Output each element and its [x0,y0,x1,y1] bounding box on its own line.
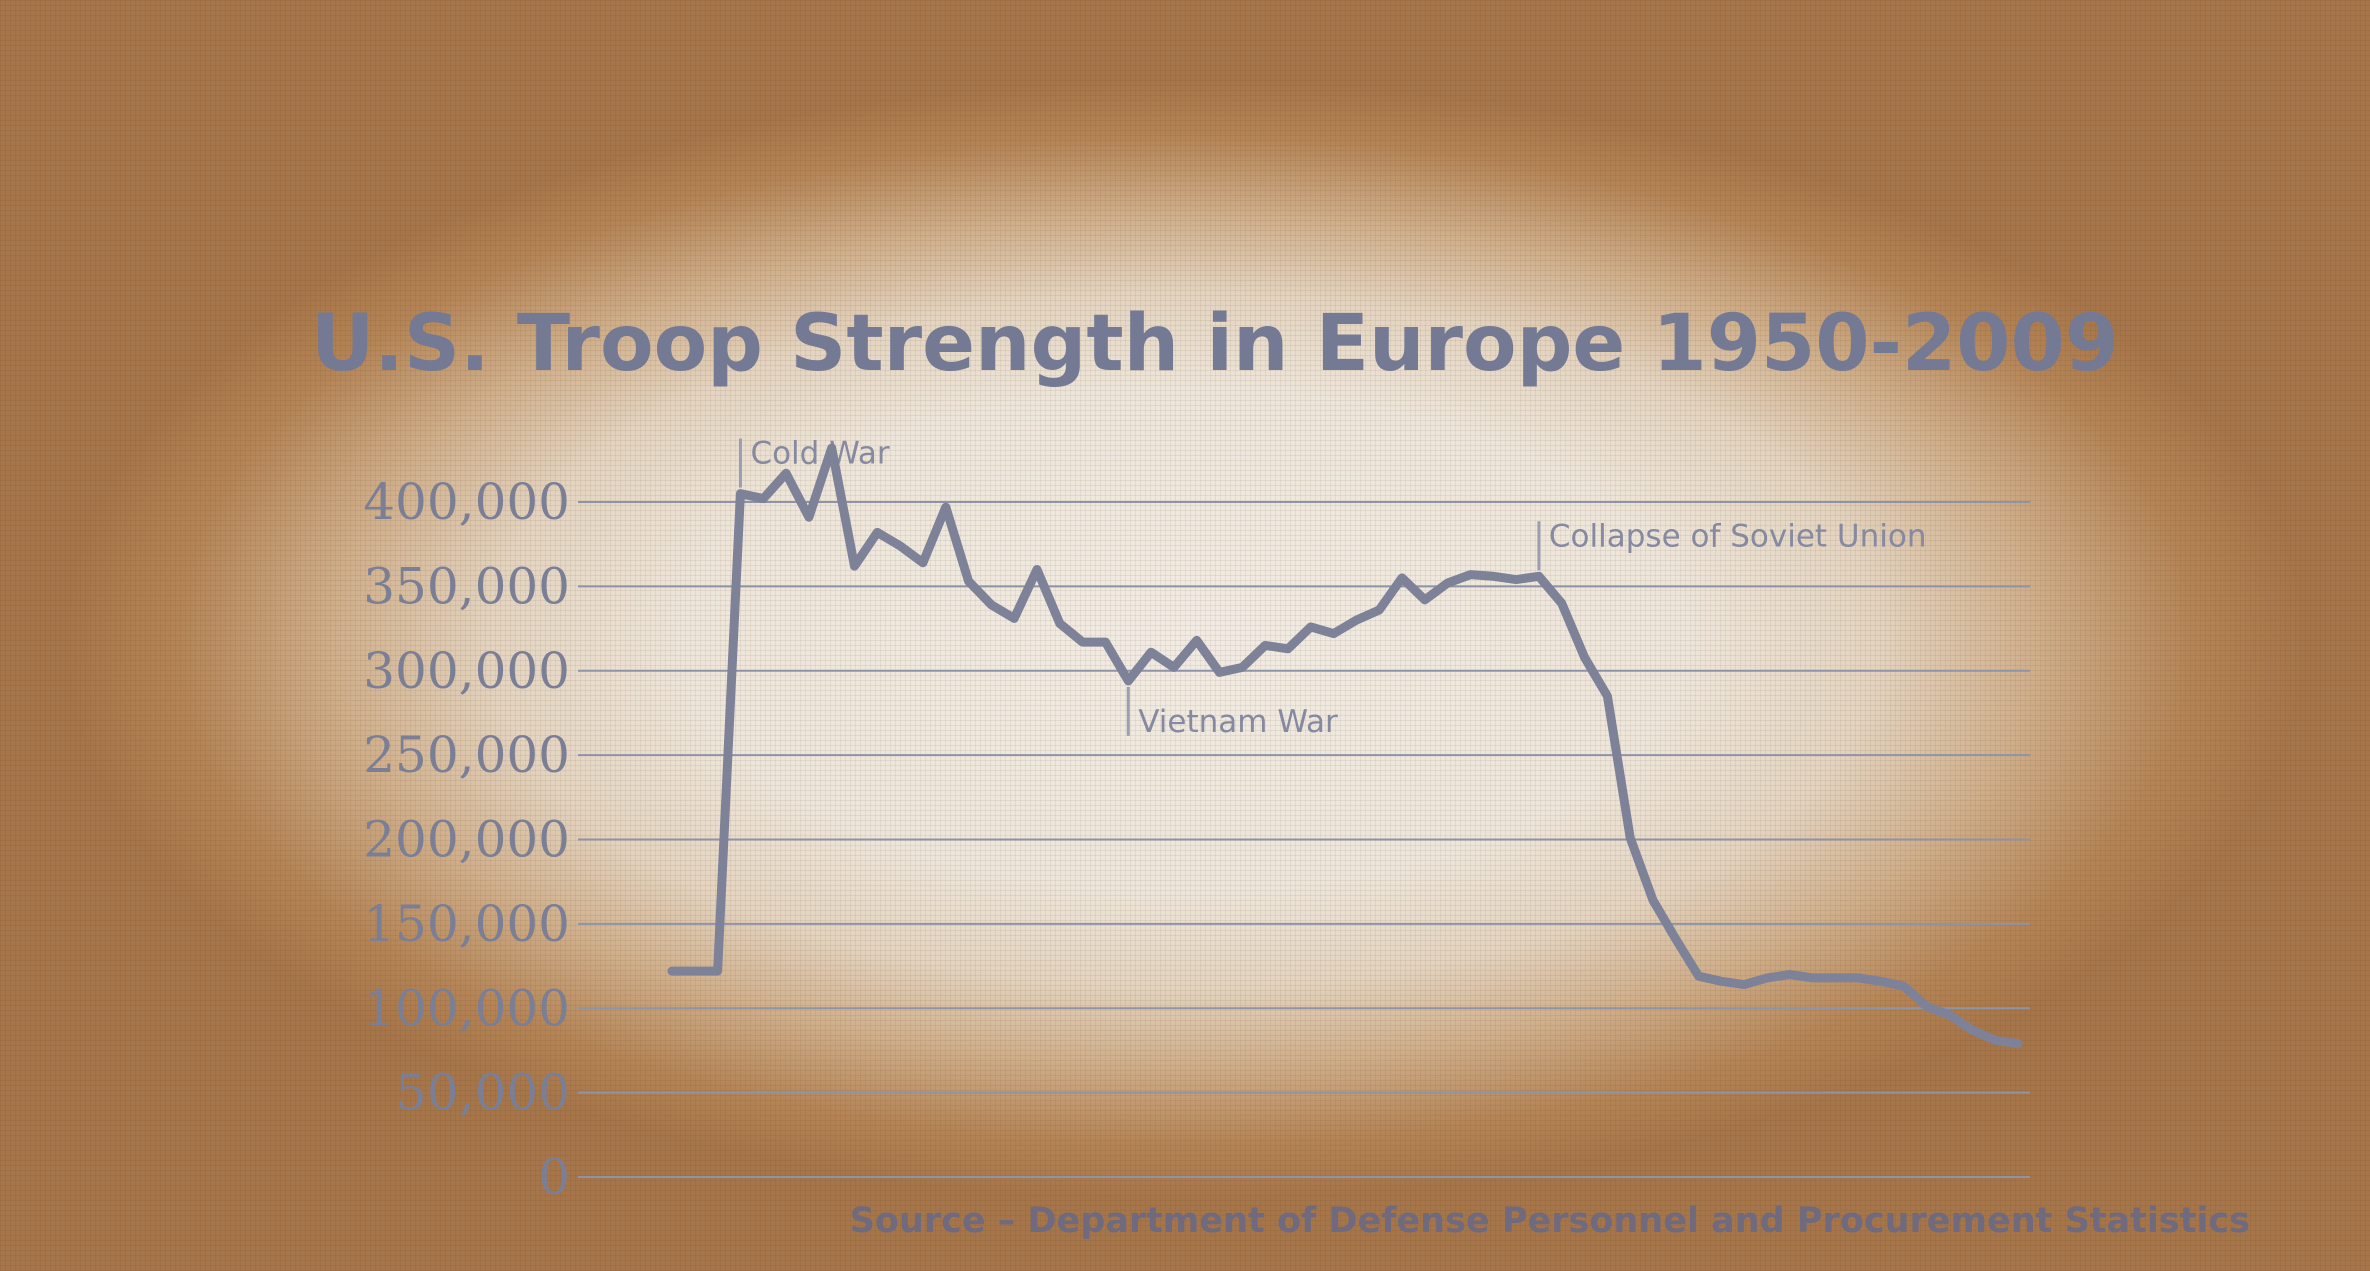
annotation-label: Cold War [750,436,889,472]
y-tick-label: 350,000 [363,557,570,615]
annotations: Cold War Vietnam War Collapse of Soviet Un… [738,436,1927,740]
y-tick-label: 300,000 [363,642,570,700]
chart-title: U.S. Troop Strength in Europe 1950-2009 [311,299,2119,389]
y-tick-label: 0 [538,1148,570,1206]
y-tick-label: 200,000 [363,811,570,869]
y-tick-label: 250,000 [363,726,570,784]
source-note: Source – Department of Defense Personnel… [850,1201,2250,1241]
y-tick-label: 100,000 [363,979,570,1037]
gridlines [578,501,2030,1178]
series-group [667,443,2023,1049]
annotation-label: Collapse of Soviet Union [1549,518,1927,554]
y-tick-label: 50,000 [395,1064,570,1122]
annotation-label: Vietnam War [1138,704,1338,740]
y-axis-ticks: 0 50,000 100,000 150,000 200,000 250,000 300,0… [363,473,570,1206]
y-tick-label: 400,000 [363,473,570,531]
series-line [667,443,2023,1049]
y-tick-label: 150,000 [363,895,570,953]
